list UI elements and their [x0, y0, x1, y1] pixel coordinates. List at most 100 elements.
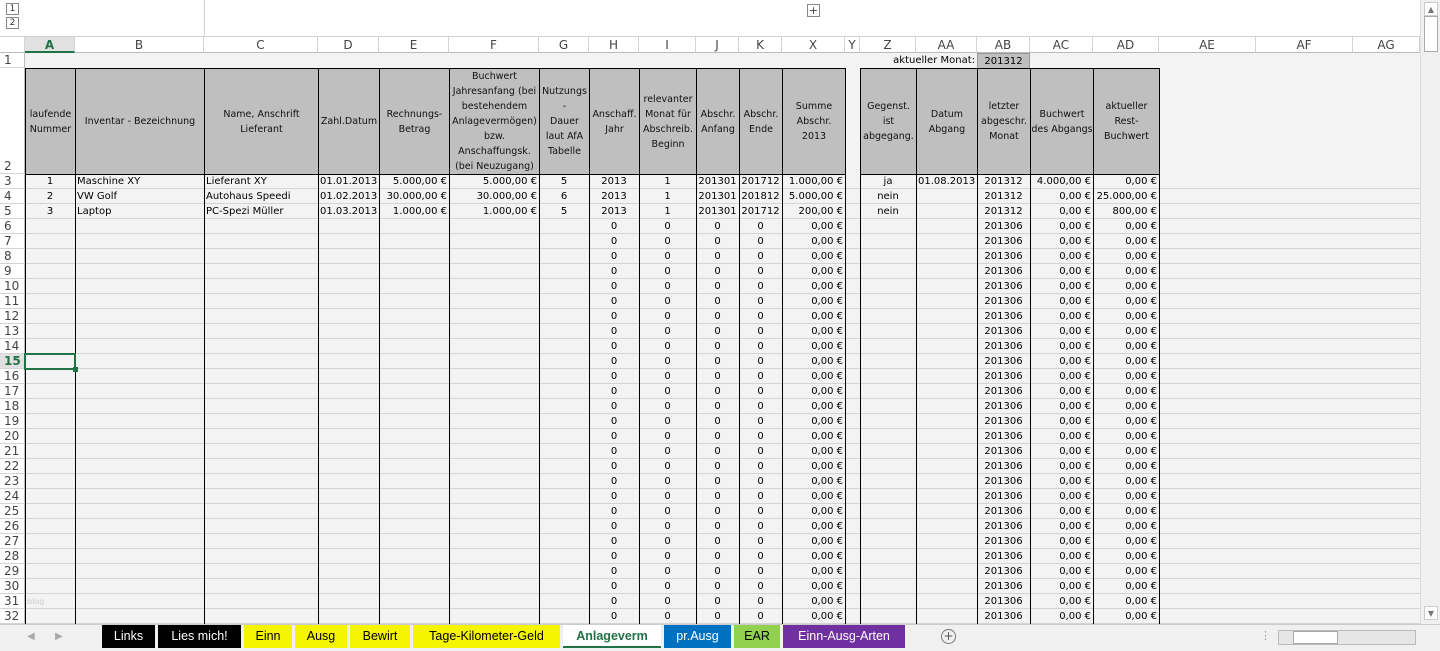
cell-k22[interactable]: 0	[757, 461, 764, 472]
cell-f5[interactable]: 1.000,00 €	[482, 206, 537, 217]
cell-ab3[interactable]: 201312	[984, 176, 1023, 187]
cell-ad21[interactable]: 0,00 €	[1125, 446, 1157, 457]
cell-x26[interactable]: 0,00 €	[811, 521, 843, 532]
cell-j31[interactable]: 0	[714, 596, 721, 607]
cell-k7[interactable]: 0	[757, 236, 764, 247]
cell-j25[interactable]: 0	[714, 506, 721, 517]
cell-h10[interactable]: 0	[610, 281, 618, 292]
column-header-g[interactable]: G	[539, 37, 589, 53]
cell-ac15[interactable]: 0,00 €	[1059, 356, 1091, 367]
sheet-tab-einn[interactable]: Einn	[244, 625, 292, 648]
cell-z4[interactable]: nein	[877, 191, 899, 202]
cell-ad12[interactable]: 0,00 €	[1125, 311, 1157, 322]
row-header-22[interactable]: 22	[0, 459, 25, 474]
cell-i25[interactable]: 0	[664, 506, 671, 517]
cell-j5[interactable]: 201301	[698, 206, 737, 217]
cell-i9[interactable]: 0	[664, 266, 671, 277]
column-header-y[interactable]: Y	[845, 37, 860, 53]
row-header-25[interactable]: 25	[0, 504, 25, 519]
column-header-d[interactable]: D	[318, 37, 379, 53]
cell-j28[interactable]: 0	[714, 551, 721, 562]
cell-j23[interactable]: 0	[714, 476, 721, 487]
row-header-6[interactable]: 6	[0, 219, 25, 234]
column-header-c[interactable]: C	[204, 37, 318, 53]
cell-h15[interactable]: 0	[610, 356, 618, 367]
cell-h8[interactable]: 0	[610, 251, 618, 262]
column-header-af[interactable]: AF	[1256, 37, 1353, 53]
column-header-x[interactable]: X	[782, 37, 845, 53]
cell-ac22[interactable]: 0,00 €	[1059, 461, 1091, 472]
cell-h26[interactable]: 0	[610, 521, 618, 532]
cell-f3[interactable]: 5.000,00 €	[482, 176, 537, 187]
cell-ab29[interactable]: 201306	[984, 566, 1023, 577]
cell-i20[interactable]: 0	[664, 431, 671, 442]
scroll-down-icon[interactable]: ▼	[1424, 606, 1438, 620]
cell-x8[interactable]: 0,00 €	[811, 251, 843, 262]
cell-e3[interactable]: 5.000,00 €	[392, 176, 447, 187]
header-a[interactable]: laufende Nummer	[25, 68, 76, 175]
header-k[interactable]: Abschr. Ende	[739, 68, 783, 175]
header-x[interactable]: Summe Abschr. 2013	[782, 68, 846, 175]
cell-h17[interactable]: 0	[610, 386, 618, 397]
column-header-ab[interactable]: AB	[977, 37, 1030, 53]
cell-j12[interactable]: 0	[714, 311, 721, 322]
cell-h28[interactable]: 0	[610, 551, 618, 562]
row-header-7[interactable]: 7	[0, 234, 25, 249]
cell-ad11[interactable]: 0,00 €	[1125, 296, 1157, 307]
cell-ab27[interactable]: 201306	[984, 536, 1023, 547]
cell-ab30[interactable]: 201306	[984, 581, 1023, 592]
cell-h25[interactable]: 0	[610, 506, 618, 517]
expand-group-button[interactable]: +	[807, 4, 820, 17]
cell-i17[interactable]: 0	[664, 386, 671, 397]
cell-k19[interactable]: 0	[757, 416, 764, 427]
cell-x27[interactable]: 0,00 €	[811, 536, 843, 547]
cell-i29[interactable]: 0	[664, 566, 671, 577]
cell-ad7[interactable]: 0,00 €	[1125, 236, 1157, 247]
cell-k26[interactable]: 0	[757, 521, 764, 532]
header-h[interactable]: Anschaff. Jahr	[589, 68, 640, 175]
cell-ad19[interactable]: 0,00 €	[1125, 416, 1157, 427]
row-header-24[interactable]: 24	[0, 489, 25, 504]
row-header-1[interactable]: 1	[0, 53, 25, 68]
cell-ad18[interactable]: 0,00 €	[1125, 401, 1157, 412]
cell-ad3[interactable]: 0,00 €	[1125, 176, 1157, 187]
cell-j3[interactable]: 201301	[698, 176, 737, 187]
cell-i5[interactable]: 1	[664, 206, 671, 217]
header-e[interactable]: Rechnungs- Betrag	[379, 68, 450, 175]
cell-ad24[interactable]: 0,00 €	[1125, 491, 1157, 502]
cell-i32[interactable]: 0	[664, 611, 671, 622]
cell-h27[interactable]: 0	[610, 536, 618, 547]
cell-k31[interactable]: 0	[757, 596, 764, 607]
cell-k32[interactable]: 0	[757, 611, 764, 622]
cell-j18[interactable]: 0	[714, 401, 721, 412]
split-handle-icon[interactable]: ⋮	[1260, 629, 1271, 642]
cell-ac16[interactable]: 0,00 €	[1059, 371, 1091, 382]
row-header-32[interactable]: 32	[0, 609, 25, 624]
cell-k27[interactable]: 0	[757, 536, 764, 547]
cell-d4[interactable]: 01.02.2013	[320, 191, 378, 202]
sheet-tab-tage-kilometer-geld[interactable]: Tage-Kilometer-Geld	[413, 625, 560, 648]
header-g[interactable]: Nutzungs - Dauer laut AfA Tabelle	[539, 68, 590, 175]
cell-j22[interactable]: 0	[714, 461, 721, 472]
cell-ac21[interactable]: 0,00 €	[1059, 446, 1091, 457]
column-header-aa[interactable]: AA	[916, 37, 977, 53]
cell-h29[interactable]: 0	[610, 566, 618, 577]
cell-ab17[interactable]: 201306	[984, 386, 1023, 397]
cell-x11[interactable]: 0,00 €	[811, 296, 843, 307]
cell-ad9[interactable]: 0,00 €	[1125, 266, 1157, 277]
cell-i10[interactable]: 0	[664, 281, 671, 292]
column-header-j[interactable]: J	[696, 37, 739, 53]
vertical-scroll-thumb[interactable]	[1424, 16, 1438, 52]
cell-j14[interactable]: 0	[714, 341, 721, 352]
cell-i4[interactable]: 1	[664, 191, 671, 202]
cell-ab25[interactable]: 201306	[984, 506, 1023, 517]
row-header-12[interactable]: 12	[0, 309, 25, 324]
cell-k16[interactable]: 0	[757, 371, 764, 382]
cell-h19[interactable]: 0	[610, 416, 618, 427]
cell-ac4[interactable]: 0,00 €	[1059, 191, 1091, 202]
cell-x3[interactable]: 1.000,00 €	[788, 176, 843, 187]
cell-ab4[interactable]: 201312	[984, 191, 1023, 202]
cell-i24[interactable]: 0	[664, 491, 671, 502]
cell-ab15[interactable]: 201306	[984, 356, 1023, 367]
cell-ac14[interactable]: 0,00 €	[1059, 341, 1091, 352]
